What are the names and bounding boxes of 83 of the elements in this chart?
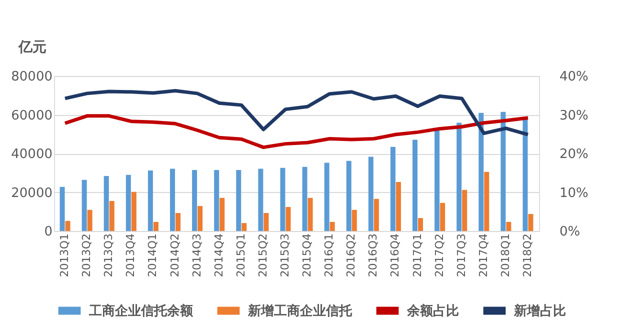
legend-label: 新增占比	[513, 302, 566, 319]
x-tick-label: 2013Q4	[124, 234, 138, 278]
bar	[148, 170, 153, 231]
bar	[242, 223, 247, 231]
x-tick-label: 2018Q2	[520, 234, 534, 278]
x-tick-label: 2015Q2	[256, 234, 270, 278]
y2-tick-label: 10%	[560, 186, 588, 201]
x-tick-label: 2016Q4	[388, 234, 402, 278]
bar	[214, 170, 220, 231]
y-tick-label: 20000	[11, 186, 52, 201]
bar	[286, 206, 291, 231]
bar	[153, 222, 158, 231]
bar	[264, 212, 269, 231]
bar	[528, 214, 534, 231]
x-tick-label: 2017Q2	[432, 234, 446, 278]
bar	[170, 168, 175, 231]
x-tick-label: 2015Q3	[278, 234, 292, 278]
x-tick-label: 2014Q4	[212, 234, 226, 278]
y2-tick-label: 40%	[560, 70, 588, 84]
bar	[302, 166, 308, 231]
bar	[330, 222, 335, 231]
x-tick-label: 2016Q3	[366, 234, 380, 278]
bar	[192, 170, 198, 231]
bar	[478, 112, 484, 231]
y-axis-title: 亿元	[18, 40, 46, 56]
bar	[236, 170, 242, 231]
x-tick-label: 2017Q3	[454, 234, 468, 278]
bar	[258, 168, 264, 231]
y2-tick-label: 30%	[560, 108, 588, 124]
y2-tick-label: 0%	[560, 224, 580, 240]
x-tick-label: 2017Q4	[476, 234, 490, 278]
bar	[484, 172, 490, 231]
x-tick-label: 2014Q2	[168, 234, 182, 278]
bar	[308, 198, 313, 231]
bar	[522, 118, 528, 231]
x-tick-label: 2017Q1	[410, 234, 424, 278]
x-tick-label: 2016Q1	[322, 234, 336, 278]
bar	[418, 218, 424, 231]
bar	[412, 140, 418, 231]
bar	[280, 168, 286, 231]
bar	[126, 174, 131, 231]
legend-label: 新增工商企业信托	[247, 302, 353, 319]
bar	[374, 198, 379, 231]
bar	[131, 192, 136, 231]
bar	[500, 112, 506, 231]
bar	[198, 206, 203, 231]
x-tick-label: 2018Q1	[498, 234, 512, 278]
y-tick-label: 40000	[11, 147, 52, 162]
x-tick-label: 2013Q1	[58, 234, 72, 278]
legend-label: 余额占比	[406, 302, 459, 319]
line-series	[63, 88, 530, 136]
line-series	[63, 114, 530, 150]
x-tick-label: 2013Q2	[80, 234, 94, 278]
bar	[440, 202, 446, 231]
bar	[109, 200, 114, 231]
bar	[87, 210, 92, 231]
bar	[352, 210, 357, 231]
x-tick-label: 2015Q1	[234, 234, 248, 278]
bar	[346, 160, 352, 231]
bar	[434, 130, 440, 231]
bar	[396, 182, 401, 231]
bar	[324, 162, 330, 231]
bar	[220, 198, 225, 231]
bar	[506, 222, 512, 231]
bar	[456, 122, 462, 231]
legend-label: 工商企业信托余额	[88, 302, 194, 319]
x-tick-label: 2015Q4	[300, 234, 314, 278]
y-tick-label: 60000	[11, 108, 52, 124]
x-tick-label: 2013Q3	[102, 234, 116, 278]
bar	[462, 190, 468, 231]
bar	[176, 212, 181, 231]
y-tick-label: 80000	[11, 70, 52, 84]
x-tick-label: 2016Q2	[344, 234, 358, 278]
bar	[104, 176, 109, 231]
bar	[82, 180, 87, 231]
x-tick-label: 2014Q1	[146, 234, 160, 278]
x-tick-label: 2014Q3	[190, 234, 204, 278]
y2-tick-label: 20%	[560, 147, 588, 162]
bar	[60, 186, 65, 231]
y-tick-label: 0	[44, 224, 52, 240]
bar	[65, 220, 70, 231]
bar	[390, 146, 396, 231]
bar	[368, 156, 374, 231]
